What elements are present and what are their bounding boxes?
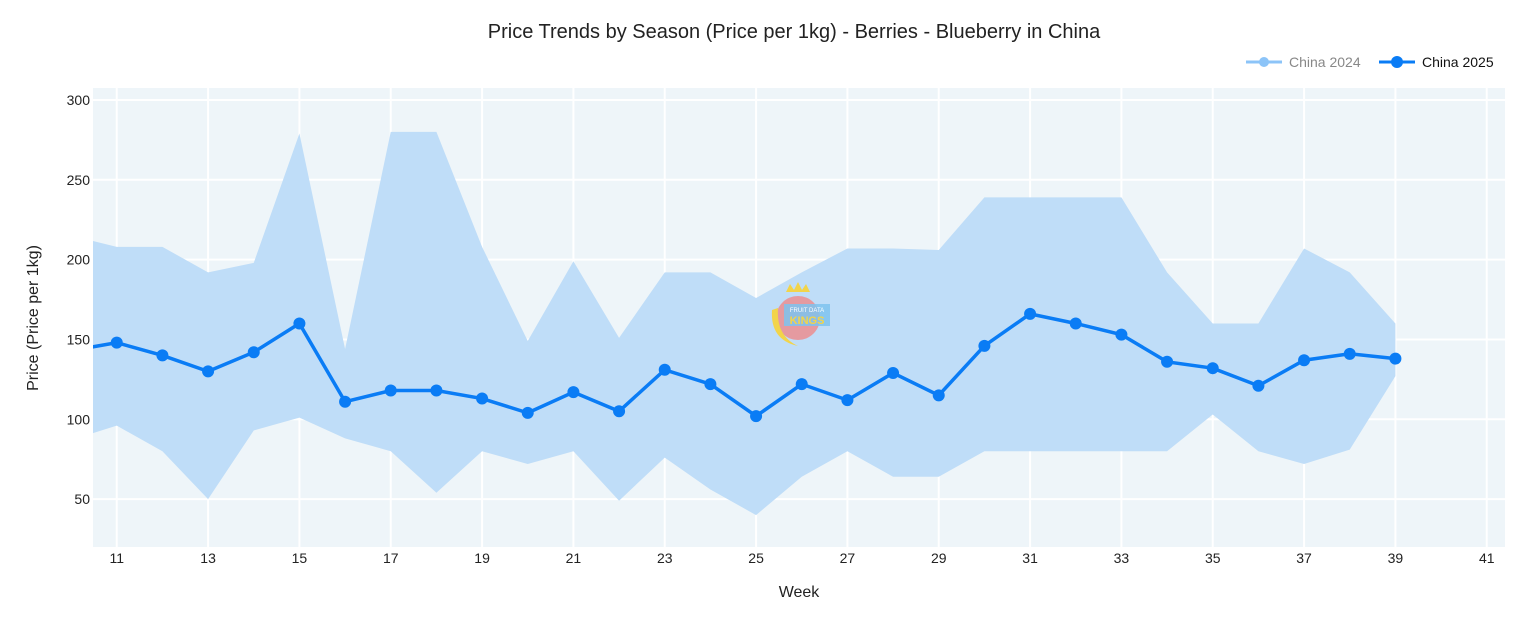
x-tick-label: 33 [1114,550,1130,566]
y-tick-label: 150 [67,331,91,347]
series-line-china-2025 [93,312,1396,419]
data-point [613,405,626,418]
data-point [1161,355,1174,368]
data-point [932,389,945,402]
data-point [567,386,580,399]
x-tick-label: 17 [383,550,399,566]
data-point [339,395,352,408]
data-point [384,384,397,397]
svg-text:KINGS: KINGS [790,315,825,327]
data-point [1389,352,1402,365]
x-tick-label: 23 [657,550,673,566]
x-tick-label: 39 [1388,550,1404,566]
y-tick-label: 50 [74,491,90,507]
y-axis-label: Price (Price per 1kg) [25,245,42,391]
data-point [841,394,854,407]
data-point [476,392,489,405]
data-point [1115,328,1128,341]
x-tick-label: 11 [109,550,124,566]
x-tick-label: 37 [1296,550,1312,566]
x-tick-label: 25 [748,550,764,566]
data-point [1343,347,1356,360]
data-point [521,406,534,419]
x-tick-label: 21 [566,550,582,566]
data-point [202,365,215,378]
svg-text:China 2024: China 2024 [1289,54,1361,70]
data-point [156,349,169,362]
y-tick-label: 300 [67,92,91,108]
data-point [1069,317,1082,330]
data-point [110,336,123,349]
y-tick-label: 250 [67,172,91,188]
data-point [704,378,717,391]
y-tick-label: 200 [67,252,91,268]
data-point [1024,307,1037,320]
chart-title: Price Trends by Season (Price per 1kg) -… [488,21,1101,43]
x-tick-label: 31 [1022,550,1038,566]
data-point [430,384,443,397]
data-point [750,410,763,423]
x-tick-label: 15 [292,550,308,566]
svg-text:FRUIT DATA: FRUIT DATA [790,308,824,314]
legend-item-china-2024[interactable]: China 2024 [1246,54,1361,70]
legend-item-china-2025[interactable]: China 2025 [1379,54,1494,70]
data-point [293,317,306,330]
price-range-band [93,131,1396,516]
svg-text:China 2025: China 2025 [1422,54,1494,70]
x-tick-label: 35 [1205,550,1221,566]
data-point [247,346,260,359]
data-point [1298,354,1311,367]
data-point [658,363,671,376]
legend: China 2024 China 2025 [1246,54,1494,70]
data-point [887,366,900,379]
data-point [795,378,808,391]
data-point [1252,379,1265,392]
x-axis-label: Week [779,584,821,601]
x-tick-label: 27 [840,550,856,566]
data-point [978,339,991,352]
data-point [1206,362,1219,375]
x-tick-label: 13 [200,550,216,566]
x-tick-label: 29 [931,550,947,566]
x-tick-label: 19 [474,550,490,566]
y-tick-label: 100 [67,411,91,427]
watermark-logo: FRUIT DATA KINGS [771,282,830,346]
x-tick-label: 41 [1479,550,1495,566]
